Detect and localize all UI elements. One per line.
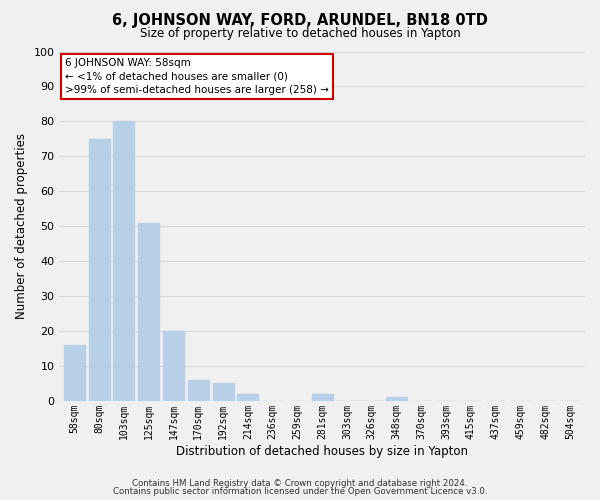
Text: 6, JOHNSON WAY, FORD, ARUNDEL, BN18 0TD: 6, JOHNSON WAY, FORD, ARUNDEL, BN18 0TD [112, 12, 488, 28]
Bar [163, 331, 184, 401]
X-axis label: Distribution of detached houses by size in Yapton: Distribution of detached houses by size … [176, 444, 468, 458]
Text: 6 JOHNSON WAY: 58sqm
← <1% of detached houses are smaller (0)
>99% of semi-detac: 6 JOHNSON WAY: 58sqm ← <1% of detached h… [65, 58, 329, 95]
Bar [212, 384, 233, 401]
Text: Contains HM Land Registry data © Crown copyright and database right 2024.: Contains HM Land Registry data © Crown c… [132, 478, 468, 488]
Bar [386, 398, 407, 401]
Y-axis label: Number of detached properties: Number of detached properties [15, 133, 28, 319]
Bar [113, 122, 134, 401]
Text: Size of property relative to detached houses in Yapton: Size of property relative to detached ho… [140, 28, 460, 40]
Bar [64, 345, 85, 401]
Bar [237, 394, 259, 401]
Bar [311, 394, 333, 401]
Text: Contains public sector information licensed under the Open Government Licence v3: Contains public sector information licen… [113, 487, 487, 496]
Bar [138, 222, 159, 401]
Bar [188, 380, 209, 401]
Bar [89, 139, 110, 401]
